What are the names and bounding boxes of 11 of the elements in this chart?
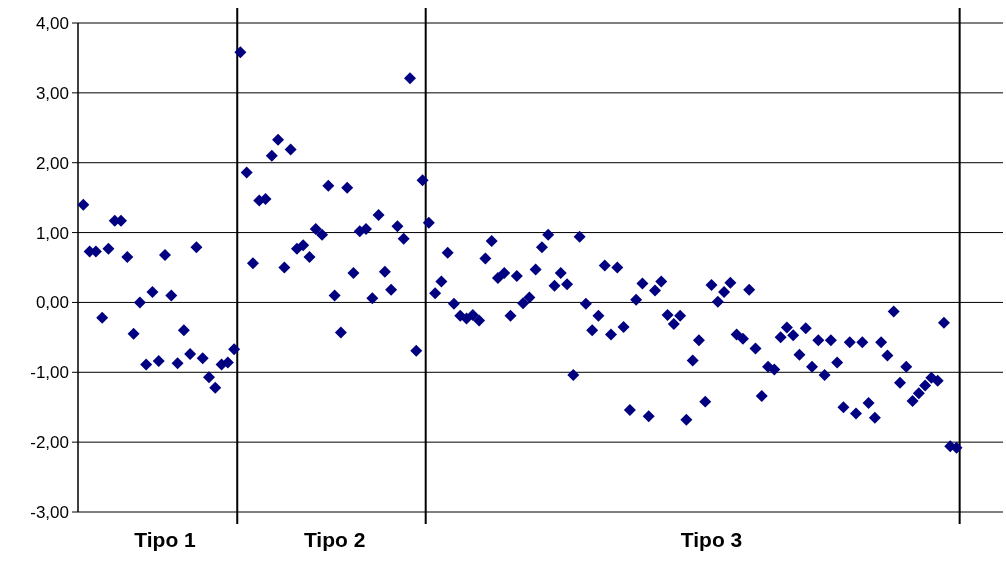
y-tick-label: 1,00 xyxy=(35,223,69,243)
y-tick-label: -2,00 xyxy=(30,433,69,453)
y-tick-label: 2,00 xyxy=(35,153,69,173)
x-tick-label: Tipo 1 xyxy=(134,528,197,551)
y-tick-label: 3,00 xyxy=(35,83,69,103)
x-tick-label: Tipo 2 xyxy=(303,528,366,551)
x-tick-label: Tipo 3 xyxy=(680,528,743,551)
y-tick-label: 0,00 xyxy=(35,293,69,313)
y-tick-label: -3,00 xyxy=(30,502,69,522)
y-tick-label: -1,00 xyxy=(30,363,69,383)
y-tick-label: 4,00 xyxy=(35,13,69,33)
